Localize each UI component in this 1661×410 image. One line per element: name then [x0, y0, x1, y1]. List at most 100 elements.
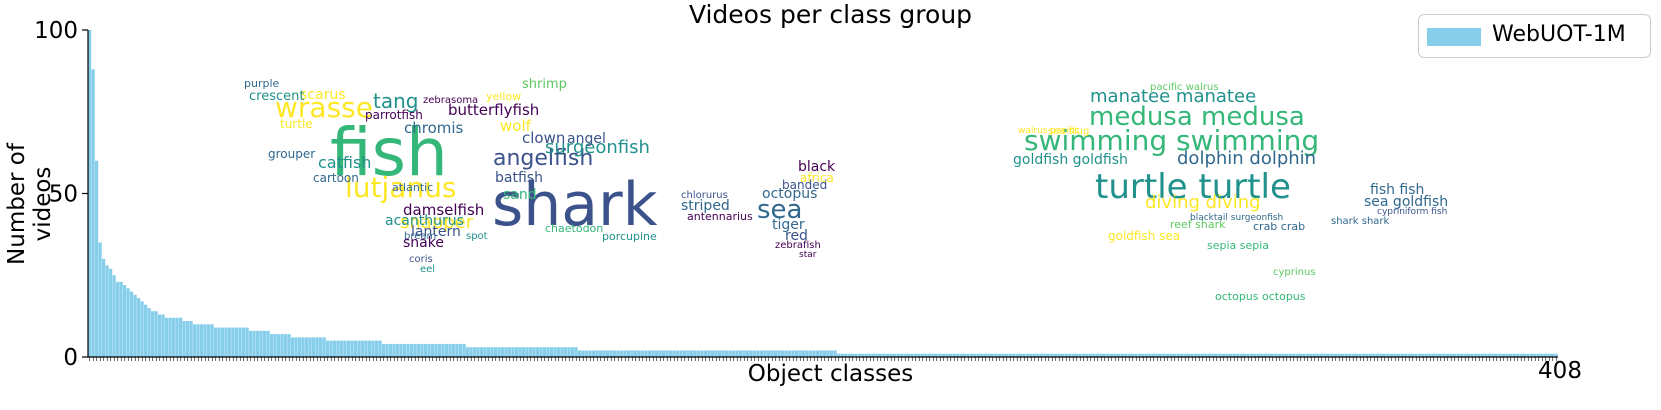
bar [1390, 353, 1394, 357]
bar [1446, 353, 1450, 357]
bar [1327, 353, 1331, 357]
bar [301, 337, 305, 357]
bar [623, 350, 627, 357]
bar [130, 291, 134, 357]
bar [959, 353, 963, 357]
bar [683, 350, 687, 357]
bar [294, 337, 298, 357]
bar [305, 337, 309, 357]
bar [1281, 353, 1285, 357]
bar [914, 353, 918, 357]
wordcloud-word: crescent [249, 89, 304, 104]
wordcloud-word: red [785, 228, 808, 244]
bar [361, 340, 365, 357]
bar [718, 350, 722, 357]
bar [109, 268, 113, 357]
bar [798, 350, 802, 357]
bar [1036, 353, 1040, 357]
bar [763, 350, 767, 357]
bar [245, 327, 249, 357]
wordcloud-word: shrimp [522, 77, 567, 92]
bar [1005, 353, 1009, 357]
bar [343, 340, 347, 357]
bar [697, 350, 701, 357]
bar [900, 353, 904, 357]
bar [1180, 353, 1184, 357]
bar [1460, 353, 1464, 357]
bar [1232, 353, 1236, 357]
bar [1362, 353, 1366, 357]
wordcloud-word: sea goldfish [1364, 194, 1448, 210]
bar [462, 343, 466, 357]
bar [1537, 353, 1541, 357]
wordcloud-word: atlantic [392, 181, 433, 194]
bar [1001, 353, 1005, 357]
bar [588, 350, 592, 357]
bar [1033, 353, 1037, 357]
bar [977, 353, 981, 357]
bar [322, 337, 326, 357]
bar [217, 327, 221, 357]
bar [564, 347, 568, 357]
bar [504, 347, 508, 357]
bar [809, 350, 813, 357]
bar [1285, 353, 1289, 357]
bar [1397, 353, 1401, 357]
bar [1019, 353, 1023, 357]
bar [1187, 353, 1191, 357]
bar [266, 330, 270, 357]
wordcloud-word: dolphin dolphin [1177, 148, 1316, 169]
wordcloud-word: lutjanus [345, 171, 457, 204]
bar [256, 330, 260, 357]
wordcloud-word: blacktail surgeonfish [1190, 213, 1283, 223]
bar [1355, 353, 1359, 357]
bar [221, 327, 225, 357]
wordcloud-word: shark [492, 170, 658, 240]
bar [469, 347, 473, 357]
wordcloud-word: medusa medusa [1089, 102, 1305, 132]
bar [1127, 353, 1131, 357]
bar [1274, 353, 1278, 357]
bar [1428, 353, 1432, 357]
bar [774, 350, 778, 357]
bar [1057, 353, 1061, 357]
bar [1540, 353, 1544, 357]
bar [1047, 353, 1051, 357]
bar [578, 350, 582, 357]
wordcloud-word: damselfish [403, 201, 484, 219]
wordcloud-shark: fish shark wrasse lutjanus angelfish tang butt… [244, 77, 836, 275]
bar [1264, 353, 1268, 357]
bar [938, 353, 942, 357]
wordcloud-word: swimming swimming [1024, 124, 1319, 157]
bar [1250, 353, 1254, 357]
bar [1236, 353, 1240, 357]
bar [1348, 353, 1352, 357]
bar [942, 353, 946, 357]
wordcloud-word: catfish [318, 153, 371, 172]
bar [641, 350, 645, 357]
wordcloud-word: fish fish [1370, 182, 1424, 198]
wordcloud-word: turtle [280, 117, 313, 131]
bar [518, 347, 522, 357]
bar [595, 350, 599, 357]
bar [1477, 353, 1481, 357]
bar [347, 340, 351, 357]
bar [483, 347, 487, 357]
bar [812, 350, 816, 357]
bar [277, 334, 281, 357]
wordcloud-word: striped [681, 198, 730, 214]
bar [861, 353, 865, 357]
bar [340, 340, 344, 357]
bar [1474, 353, 1478, 357]
bar [1043, 353, 1047, 357]
bar [1523, 353, 1527, 357]
bar [557, 347, 561, 357]
bar [1551, 353, 1555, 357]
bar [319, 337, 323, 357]
bar [1064, 353, 1068, 357]
legend-label: WebUOT-1M [1492, 22, 1626, 47]
bar [154, 311, 158, 357]
bar [413, 343, 417, 357]
wordcloud-word: angelfish [493, 146, 593, 171]
bar [795, 350, 799, 357]
